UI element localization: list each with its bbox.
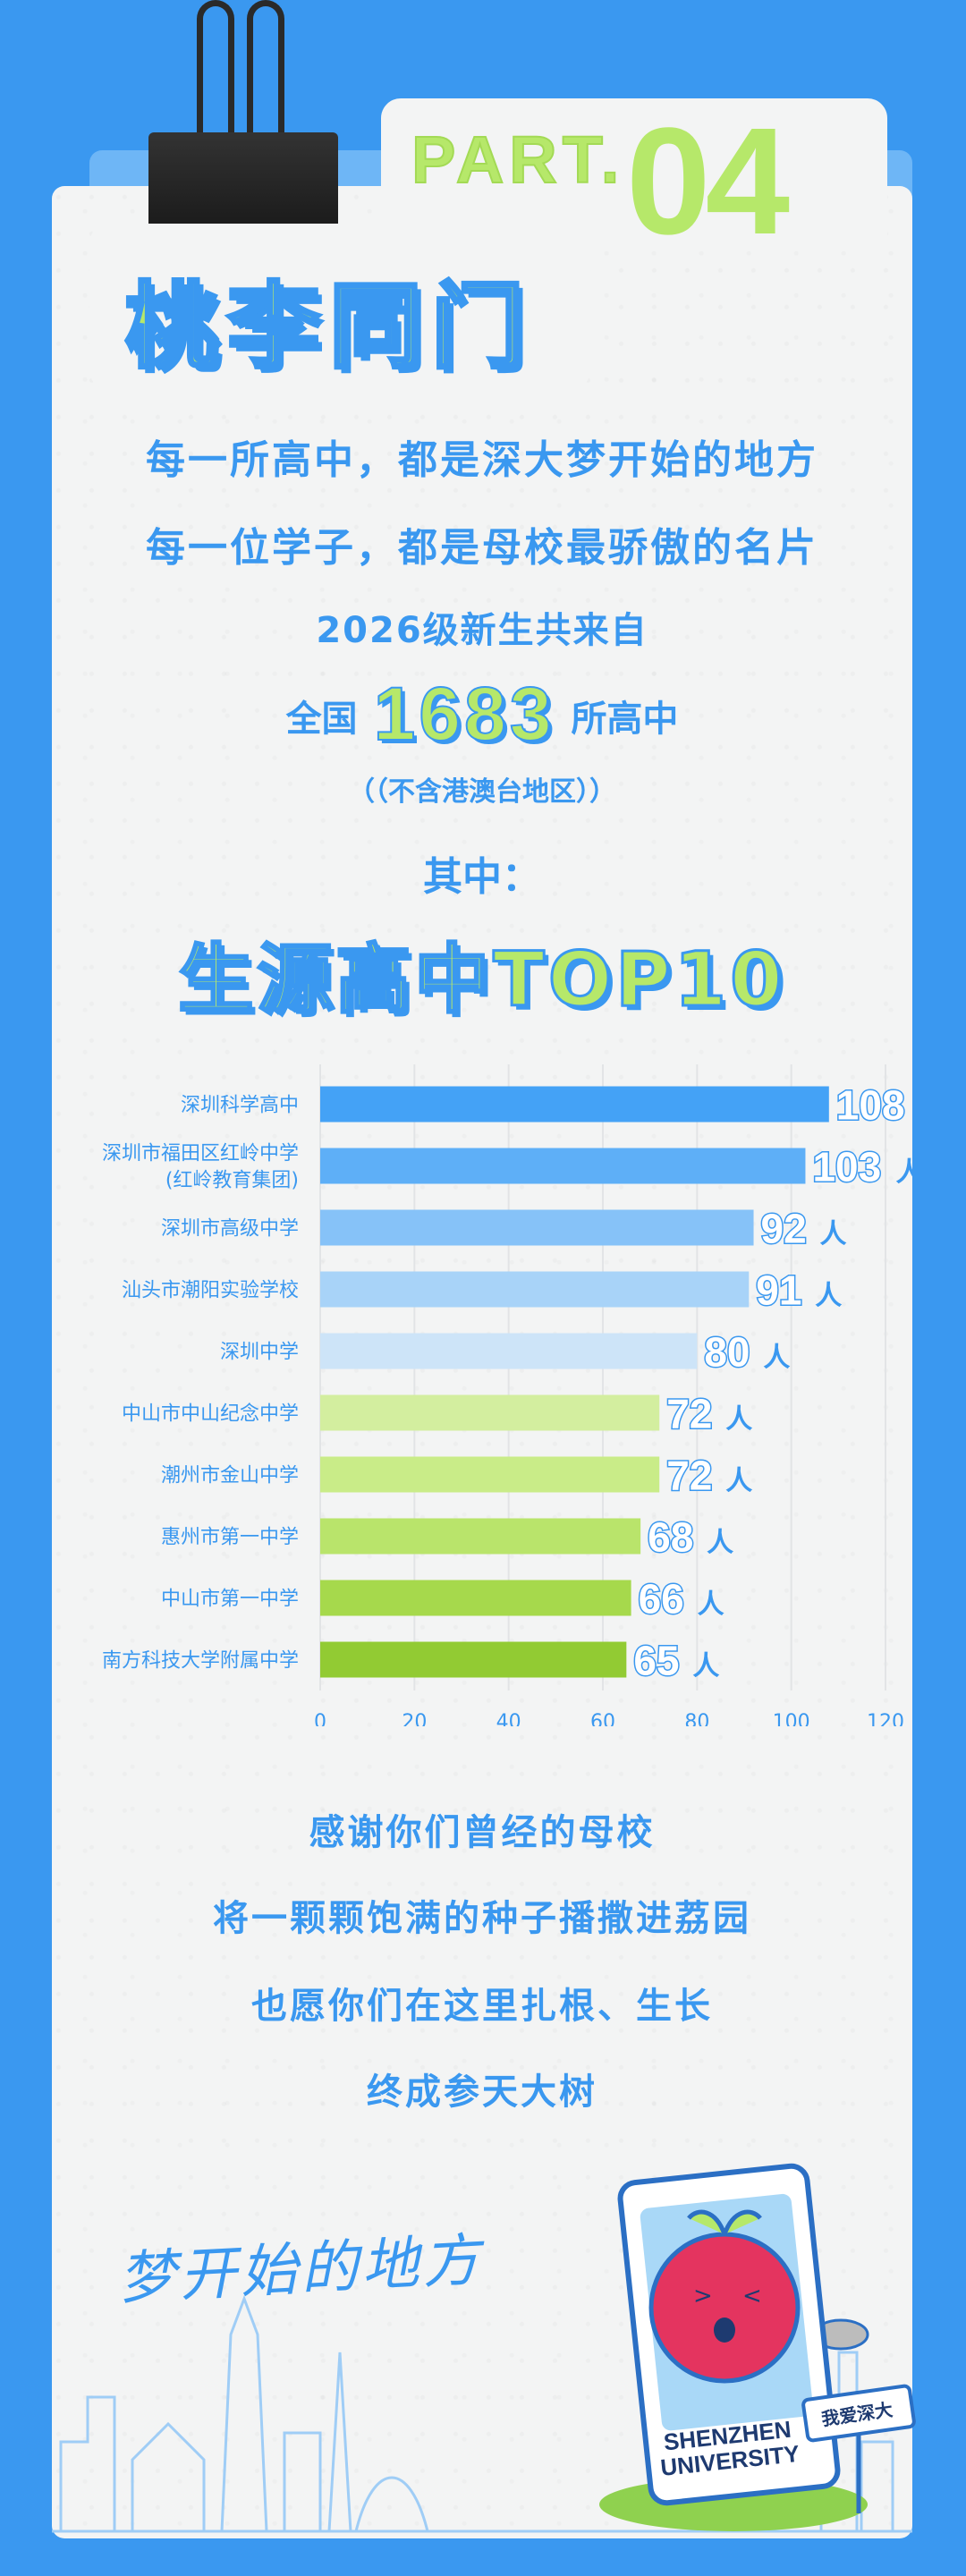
svg-text:>: > [693, 2283, 713, 2309]
data-label-unit: 人 [725, 1404, 752, 1436]
data-label: 72 [666, 1453, 712, 1499]
part-tab [381, 98, 887, 242]
city-scenery [52, 2294, 912, 2533]
x-tick-label: 100 [773, 1711, 810, 1726]
data-label: 80 [704, 1329, 750, 1376]
outro-line-4: 终成参天大树 [367, 2072, 597, 2113]
category-label: 深圳市福田区红岭中学 [102, 1143, 299, 1165]
data-label-unit: 人 [895, 1157, 912, 1189]
data-label-unit: 人 [707, 1528, 733, 1559]
bar [320, 1394, 660, 1431]
part-number: 04 [626, 97, 790, 267]
bar [320, 1148, 806, 1184]
intro-among: 其中： [423, 854, 541, 900]
x-tick-label: 80 [684, 1711, 709, 1726]
chart-title: 生源高中TOP10 [177, 935, 786, 1025]
bar [320, 1456, 660, 1493]
bar [320, 1271, 750, 1308]
x-tick-label: 120 [867, 1711, 904, 1726]
intro-line-4-suffix: 所高中 [571, 699, 679, 740]
page-title: 桃李同门 [123, 270, 534, 383]
category-label: 深圳中学 [220, 1342, 299, 1364]
title-tab [89, 224, 590, 390]
data-label-unit: 人 [725, 1466, 752, 1497]
outro-line-1: 感谢你们曾经的母校 [309, 1812, 656, 1853]
category-label: 汕头市潮阳实验学校 [122, 1280, 299, 1302]
bar [320, 1333, 698, 1369]
data-label-unit: 人 [815, 1281, 842, 1312]
category-label: 中山市中山纪念中学 [122, 1403, 299, 1426]
outro-line-3: 也愿你们在这里扎根、生长 [251, 1986, 713, 2027]
data-label: 68 [648, 1514, 693, 1561]
intro-line-3: 2026级新生共来自 [316, 610, 648, 651]
data-label-unit: 人 [820, 1219, 847, 1250]
bar [320, 1580, 631, 1616]
x-tick-label: 60 [590, 1711, 615, 1726]
data-label-unit: 人 [763, 1343, 790, 1374]
intro-line-4-prefix: 全国 [285, 699, 358, 740]
part-label: PART. [411, 122, 625, 198]
data-label: 103 [812, 1144, 881, 1191]
top10-bar-chart: 0 20 40 60 80 100 120 深圳科学高中 108 人 深圳市福田区红岭中学 (红岭教育… [102, 1064, 912, 1726]
bar [320, 1518, 641, 1555]
x-tick-label: 20 [402, 1711, 427, 1726]
bar [320, 1086, 829, 1123]
intro-note: （（不含港澳台地区）） [348, 776, 616, 808]
data-label: 92 [761, 1206, 807, 1252]
x-tick-label: 40 [496, 1711, 521, 1726]
data-label: 91 [756, 1267, 801, 1314]
school-count: 1683 [373, 671, 555, 757]
bar [320, 1209, 754, 1246]
mascot-card: > < SHENZHEN UNIVERSITY 我爱深大 [599, 2163, 916, 2531]
intro-line-2: 每一位学子，都是母校最骄傲的名片 [146, 525, 818, 571]
category-label: 深圳市高级中学 [161, 1218, 299, 1241]
category-label: 中山市第一中学 [161, 1589, 299, 1611]
data-label-unit: 人 [698, 1589, 724, 1621]
data-label-unit: 人 [692, 1651, 719, 1682]
data-label: 66 [639, 1576, 684, 1623]
category-label: (红岭教育集团) [165, 1170, 299, 1192]
intro-line-1: 每一所高中，都是深大梦开始的地方 [146, 437, 818, 483]
data-label: 72 [666, 1391, 712, 1437]
bar [320, 1641, 627, 1678]
category-label: 惠州市第一中学 [161, 1527, 299, 1549]
mascot-icon [648, 2232, 801, 2384]
outro-line-2: 将一颗颗饱满的种子播撒进荔园 [213, 1898, 751, 1939]
data-label: 65 [633, 1638, 679, 1684]
category-label: 南方科技大学附属中学 [102, 1650, 299, 1673]
category-label: 深圳科学高中 [181, 1095, 299, 1117]
intro-line-4: 全国 1683 所高中 [52, 671, 912, 758]
data-label: 108 [836, 1082, 905, 1129]
x-tick-label: 0 [314, 1711, 326, 1726]
category-label: 潮州市金山中学 [161, 1465, 299, 1487]
svg-text:<: < [742, 2283, 762, 2309]
